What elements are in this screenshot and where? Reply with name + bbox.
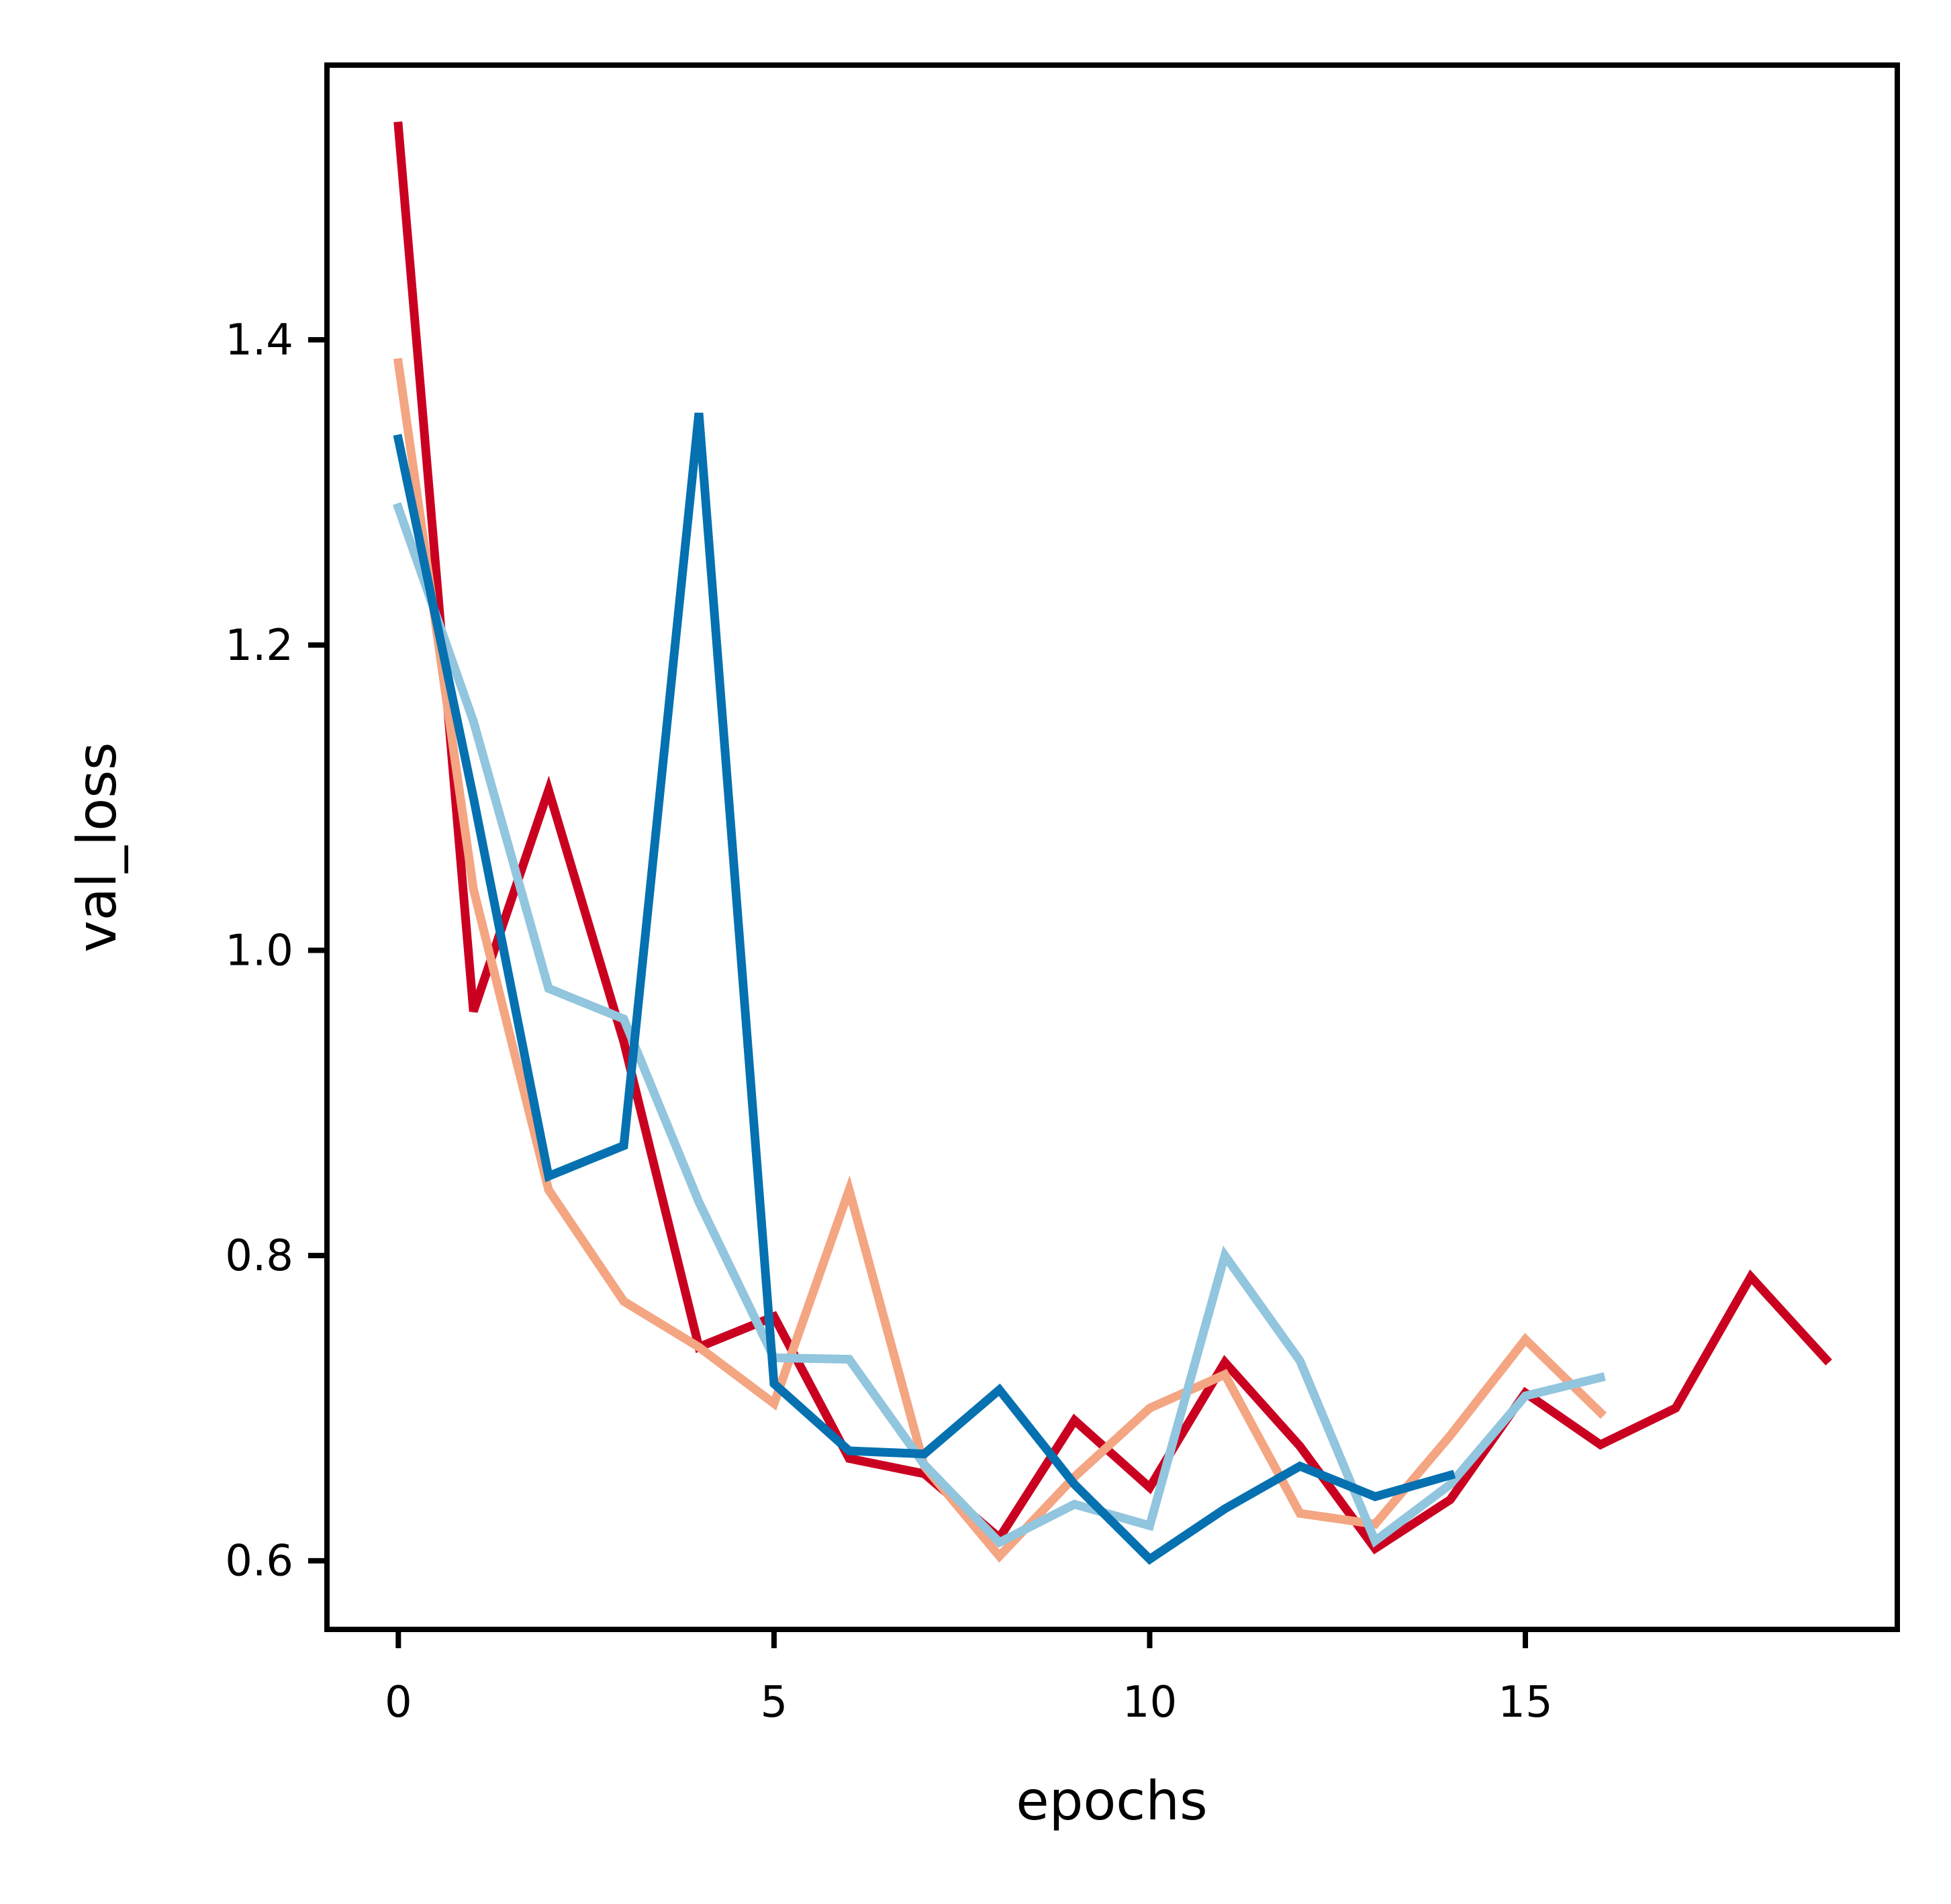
x-tick-label: 5 <box>761 1678 788 1727</box>
series-line-2 <box>393 357 1607 1563</box>
series-line-1 <box>393 121 1832 1555</box>
x-tick-label: 0 <box>385 1678 412 1727</box>
series-line-3 <box>393 502 1606 1548</box>
y-axis-label: val_loss <box>66 742 128 952</box>
y-tick-label: 1.4 <box>225 316 293 365</box>
x-tick-label: 15 <box>1498 1678 1552 1727</box>
x-tick-label: 10 <box>1123 1678 1177 1727</box>
y-tick-label: 1.0 <box>225 926 293 975</box>
x-axis-label: epochs <box>1016 1770 1207 1832</box>
series-line-4 <box>393 412 1456 1565</box>
series-layer <box>393 121 1832 1565</box>
plot-area-frame <box>324 62 1900 1632</box>
x-axis-ticks: 0 5 10 15 <box>385 1629 1553 1727</box>
y-tick-label: 0.8 <box>225 1231 293 1281</box>
y-axis-ticks: 0.6 0.8 1.0 1.2 1.4 <box>225 316 327 1586</box>
y-tick-label: 1.2 <box>225 621 293 671</box>
y-tick-label: 0.6 <box>225 1537 293 1586</box>
